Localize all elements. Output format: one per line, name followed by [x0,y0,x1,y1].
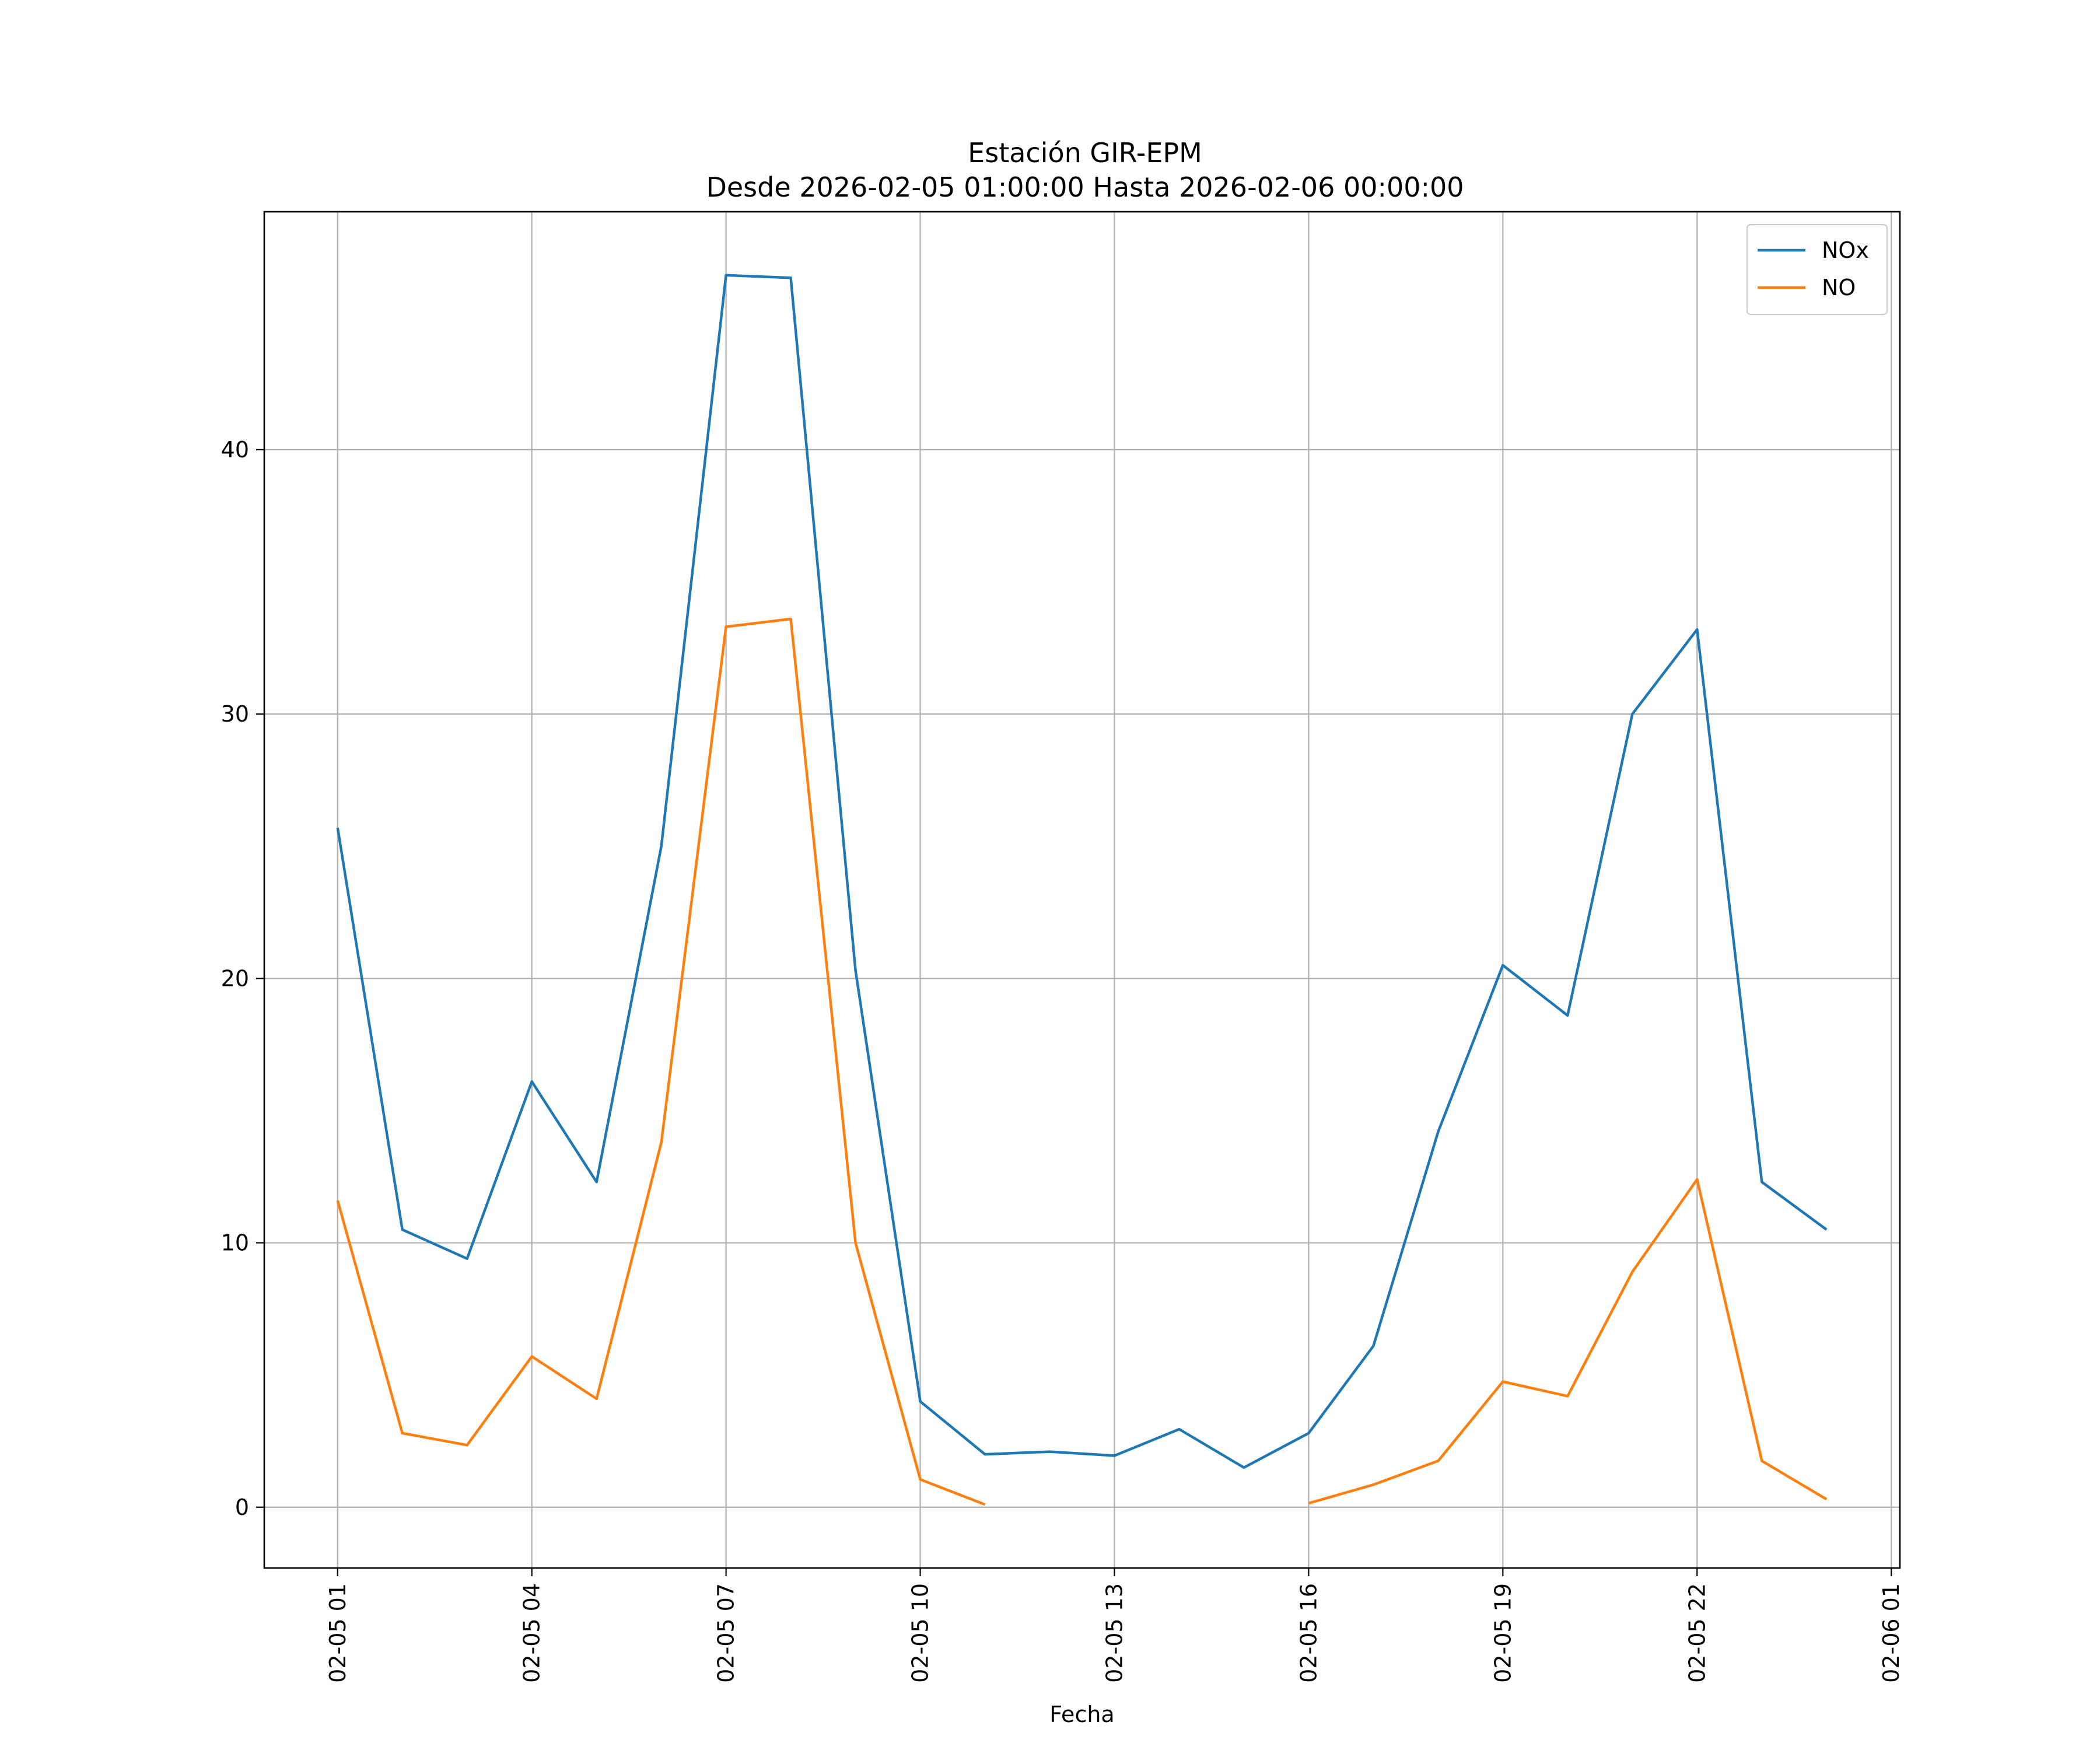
plot-frame [263,211,1901,1569]
y-axis-ticks: 0 10 20 30 40 [221,437,264,1520]
grid [264,212,1900,1568]
x-tick-label: 02-05 10 [908,1583,933,1683]
series-lines [336,274,1828,1506]
x-tick-label: 02-06 01 [1878,1583,1904,1683]
x-axis-ticks: 02-05 01 02-05 04 02-05 07 02-05 10 02-05 13… [325,1568,1904,1683]
y-tick-label: 30 [221,701,249,727]
x-tick-label: 02-05 04 [519,1583,545,1683]
x-axis-label: Fecha [1049,1702,1114,1727]
x-tick-label: 02-05 07 [713,1583,739,1683]
y-tick-label: 0 [235,1494,249,1520]
x-tick-label: 02-05 19 [1490,1583,1516,1683]
x-tick-label: 02-05 01 [325,1583,351,1683]
y-tick-label: 40 [221,437,249,463]
chart-subtitle: Desde 2026-02-05 01:00:00 Hasta 2026-02-… [706,172,1464,203]
y-tick-label: 20 [221,965,249,991]
legend-label: NOx [1822,237,1869,263]
legend-box [1746,223,1888,316]
x-tick-label: 02-05 13 [1101,1583,1127,1683]
chart-title: Estación GIR-EPM [968,137,1202,169]
series-line-no [336,617,1828,1506]
legend: NOx NO [1746,223,1888,316]
x-tick-label: 02-05 16 [1296,1583,1321,1683]
y-tick-label: 10 [221,1230,249,1256]
series-line-nox [336,274,1828,1469]
legend-label: NO [1822,275,1856,300]
x-tick-label: 02-05 22 [1684,1583,1710,1683]
